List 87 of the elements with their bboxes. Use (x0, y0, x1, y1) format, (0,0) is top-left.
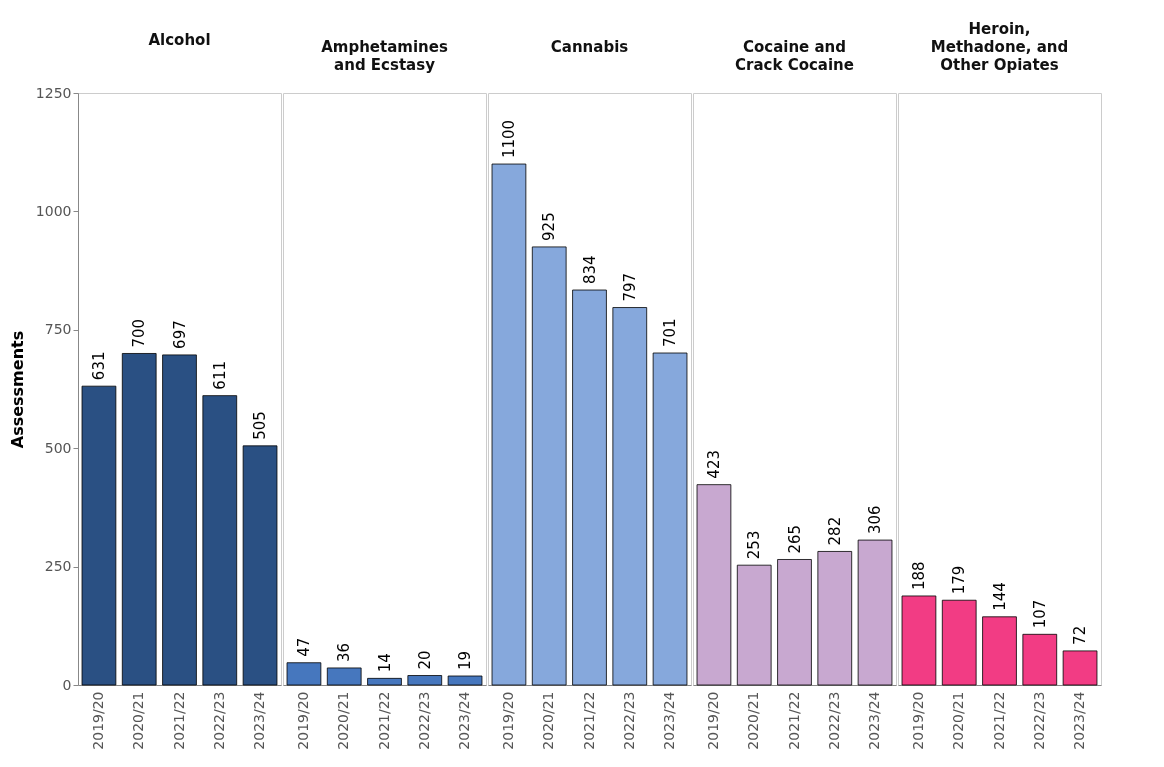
data-label: 631 (89, 351, 108, 381)
bar (612, 307, 648, 686)
y-tick-label: 250 (44, 558, 72, 575)
data-label: 423 (704, 450, 723, 479)
bar (81, 385, 117, 686)
x-tick-label: 2022/23 (825, 691, 842, 750)
x-tick-label: 2020/21 (540, 691, 557, 750)
data-label: 265 (785, 524, 804, 554)
x-tick-label: 2020/21 (335, 691, 352, 750)
bar (491, 163, 527, 686)
bar (652, 352, 688, 686)
data-label: 179 (950, 565, 969, 595)
data-label: 700 (130, 318, 149, 348)
x-tick-label: 2019/20 (89, 691, 106, 750)
data-label: 20 (415, 650, 434, 670)
data-label: 253 (745, 530, 764, 560)
data-label: 144 (990, 582, 1009, 611)
y-tick-label: 1000 (35, 202, 72, 219)
bar (531, 246, 567, 686)
x-tick-label: 2021/22 (990, 691, 1007, 750)
chart-title: Cocaine and Crack Cocaine (735, 38, 854, 74)
x-tick-label: 2020/21 (745, 691, 762, 750)
x-tick-label: 2021/22 (580, 691, 597, 750)
x-tick-label: 2023/24 (456, 691, 473, 750)
bar (901, 595, 937, 686)
data-label: 14 (375, 653, 394, 673)
chart-title: Amphetamines and Ecstasy (321, 38, 448, 74)
bar (367, 677, 402, 686)
data-label: 925 (540, 212, 559, 241)
x-tick-label: 2022/23 (415, 691, 432, 750)
data-label: 701 (661, 318, 680, 348)
bar (1062, 650, 1098, 686)
data-label: 505 (251, 411, 270, 440)
bar (777, 559, 812, 686)
data-label: 834 (580, 255, 599, 285)
x-tick-label: 2023/24 (661, 691, 678, 750)
x-tick-label: 2021/22 (375, 691, 392, 750)
bar (857, 539, 893, 686)
x-tick-label: 2022/23 (620, 691, 637, 750)
data-label: 282 (825, 516, 844, 546)
x-tick-label: 2022/23 (1030, 691, 1047, 750)
data-label: 797 (620, 272, 639, 302)
bar (817, 551, 853, 686)
x-tick-label: 2020/21 (950, 691, 967, 750)
x-tick-label: 2020/21 (130, 691, 147, 750)
x-tick-label: 2021/22 (785, 691, 802, 750)
data-label: 36 (335, 642, 354, 662)
x-tick-label: 2021/22 (170, 691, 187, 750)
bar (941, 599, 977, 686)
x-tick-label: 2019/20 (704, 691, 721, 750)
bar (736, 564, 772, 686)
x-tick-label: 2019/20 (909, 691, 926, 750)
data-label: 1100 (499, 119, 518, 159)
data-label: 188 (909, 561, 928, 590)
bar (162, 354, 197, 686)
data-label: 72 (1071, 625, 1090, 645)
x-tick-label: 2022/23 (210, 691, 227, 750)
x-tick-label: 2023/24 (251, 691, 268, 750)
bar (326, 667, 362, 686)
data-label: 306 (866, 505, 885, 535)
y-axis-title: Assessments (7, 330, 27, 449)
bar (982, 616, 1017, 686)
x-tick-label: 2023/24 (1071, 691, 1088, 750)
bar (447, 675, 483, 686)
data-label: 697 (170, 320, 189, 349)
bar (407, 675, 443, 686)
y-tick-label: 500 (44, 439, 72, 456)
bar (286, 662, 322, 686)
x-tick-label: 2019/20 (294, 691, 311, 750)
chart-title: Cannabis (550, 38, 629, 56)
x-tick-label: 2019/20 (499, 691, 516, 750)
chart-title: Alcohol (148, 31, 211, 49)
y-tick-label: 1250 (35, 84, 72, 101)
bar (202, 395, 238, 686)
data-label: 19 (456, 650, 475, 670)
chart-title: Heroin, Methadone, and Other Opiates (930, 20, 1069, 74)
data-label: 47 (294, 637, 313, 657)
x-tick-label: 2023/24 (866, 691, 883, 750)
bar (1022, 633, 1058, 686)
y-tick-label: 0 (62, 676, 72, 693)
y-tick-label: 750 (44, 321, 72, 338)
bar (242, 445, 278, 686)
data-label: 107 (1030, 599, 1049, 629)
bar (121, 353, 157, 686)
bar (572, 289, 607, 686)
bar (696, 484, 732, 686)
data-label: 611 (210, 360, 229, 390)
